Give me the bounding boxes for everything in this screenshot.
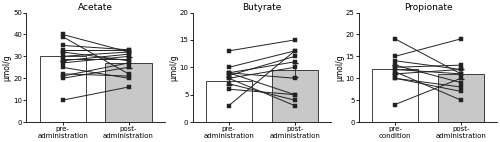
Title: Acetate: Acetate <box>78 3 113 12</box>
Title: Propionate: Propionate <box>404 3 452 12</box>
Bar <box>438 74 484 122</box>
Bar <box>40 56 86 122</box>
Y-axis label: μmol/g: μmol/g <box>169 54 178 81</box>
Bar <box>272 70 318 122</box>
Bar <box>106 63 152 122</box>
Bar <box>206 81 252 122</box>
Y-axis label: μmol/g: μmol/g <box>335 54 344 81</box>
Y-axis label: μmol/g: μmol/g <box>3 54 12 81</box>
Bar <box>372 69 418 122</box>
Title: Butyrate: Butyrate <box>242 3 282 12</box>
